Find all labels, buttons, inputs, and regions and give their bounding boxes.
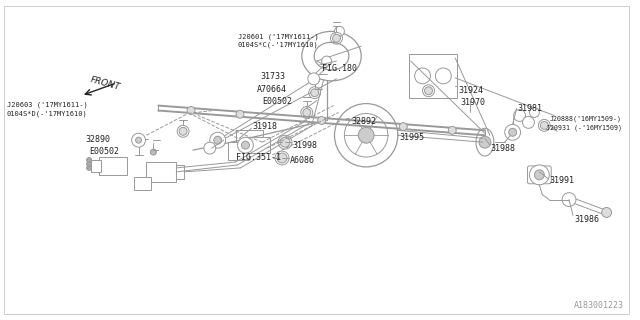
Text: 32892: 32892	[351, 117, 376, 126]
Circle shape	[204, 142, 216, 154]
Circle shape	[237, 137, 253, 153]
Bar	[99, 157, 127, 175]
Text: 31924: 31924	[458, 86, 483, 95]
Text: 31998: 31998	[292, 141, 317, 150]
Text: 31970: 31970	[460, 98, 485, 107]
Circle shape	[136, 137, 141, 143]
Text: 31918: 31918	[252, 122, 277, 131]
Text: A70664: A70664	[257, 85, 287, 94]
Text: J20601 ('17MY1611-): J20601 ('17MY1611-)	[237, 33, 318, 40]
Bar	[147, 162, 176, 182]
Circle shape	[335, 104, 398, 167]
Text: 31988: 31988	[491, 144, 516, 153]
Circle shape	[529, 108, 540, 117]
Text: FRONT: FRONT	[89, 75, 121, 92]
Circle shape	[479, 136, 491, 148]
Circle shape	[540, 121, 548, 129]
FancyBboxPatch shape	[527, 166, 551, 184]
Bar	[236, 130, 263, 152]
Circle shape	[236, 110, 244, 118]
Bar	[228, 142, 250, 160]
Circle shape	[311, 89, 319, 97]
Circle shape	[522, 116, 534, 128]
Text: E00502: E00502	[89, 147, 119, 156]
Text: 31995: 31995	[400, 133, 425, 142]
Circle shape	[562, 193, 576, 206]
Text: J20931 (-'16MY1509): J20931 (-'16MY1509)	[547, 124, 622, 131]
Circle shape	[303, 108, 311, 116]
Text: 31733: 31733	[260, 72, 285, 81]
Circle shape	[344, 114, 388, 157]
Circle shape	[187, 107, 195, 115]
Circle shape	[435, 68, 451, 84]
Text: 0104S*C(-'17MY1610): 0104S*C(-'17MY1610)	[237, 42, 318, 48]
Circle shape	[214, 136, 221, 144]
Circle shape	[602, 207, 612, 217]
Circle shape	[514, 109, 525, 121]
Circle shape	[322, 56, 332, 66]
Text: 31991: 31991	[549, 176, 574, 185]
Text: 32890: 32890	[85, 135, 110, 144]
Text: FIG.180: FIG.180	[322, 64, 356, 74]
Circle shape	[132, 133, 145, 147]
Bar	[176, 165, 184, 179]
Circle shape	[399, 123, 407, 131]
Text: A183001223: A183001223	[573, 301, 623, 310]
Text: J20603 ('17MY1611-): J20603 ('17MY1611-)	[7, 101, 88, 108]
Text: 31981: 31981	[518, 104, 543, 113]
Bar	[134, 177, 152, 190]
Text: E00502: E00502	[262, 97, 292, 106]
Circle shape	[529, 165, 549, 185]
Circle shape	[277, 153, 287, 163]
Text: 31986: 31986	[574, 215, 599, 224]
Circle shape	[333, 34, 340, 42]
Circle shape	[150, 149, 156, 155]
Circle shape	[280, 137, 290, 147]
Circle shape	[86, 162, 92, 166]
Circle shape	[308, 73, 319, 85]
Bar	[91, 160, 101, 172]
Circle shape	[505, 124, 520, 140]
Circle shape	[415, 68, 431, 84]
Text: FIG.351-1: FIG.351-1	[236, 153, 280, 162]
FancyBboxPatch shape	[248, 137, 270, 153]
Circle shape	[210, 132, 226, 148]
Circle shape	[509, 128, 516, 136]
Circle shape	[335, 27, 344, 36]
Circle shape	[179, 127, 187, 135]
Circle shape	[424, 87, 433, 95]
FancyBboxPatch shape	[409, 54, 457, 98]
Circle shape	[448, 126, 456, 134]
Circle shape	[241, 141, 250, 149]
Circle shape	[534, 170, 544, 180]
Text: J20888('16MY1509-): J20888('16MY1509-)	[549, 115, 621, 122]
Text: 0104S*D(-'17MY1610): 0104S*D(-'17MY1610)	[7, 110, 88, 117]
Circle shape	[86, 157, 92, 163]
Text: A6086: A6086	[290, 156, 315, 165]
Circle shape	[358, 127, 374, 143]
Circle shape	[86, 165, 92, 170]
Circle shape	[317, 116, 326, 124]
